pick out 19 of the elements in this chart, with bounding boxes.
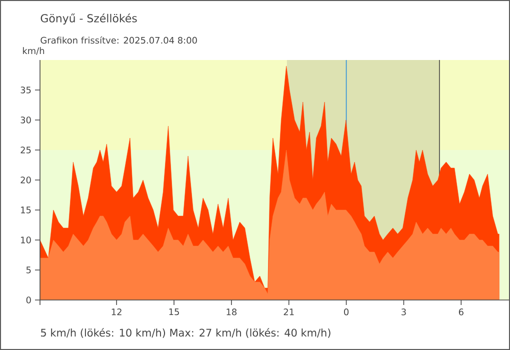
x-tick-label: 0 (344, 308, 349, 316)
y-tick-label: 30 (20, 116, 31, 124)
y-tick-label: 25 (20, 146, 31, 154)
chart-title: Gönyű - Széllökés (40, 13, 137, 25)
x-tick-label: 21 (284, 308, 294, 316)
y-axis-title: km/h (22, 47, 44, 55)
y-tick-label: 0 (26, 296, 31, 304)
y-tick-label: 15 (21, 206, 31, 214)
x-tick-label: 18 (226, 308, 237, 316)
x-tick-label: 12 (112, 308, 122, 316)
chart-subtitle: Grafikon frissítve: 2025.07.04 8:00 (40, 36, 197, 44)
text: 5 km/h (lökés: 10 km/h) Max: 27 km/h (lökés: 40 km/h) (41, 328, 330, 338)
y-tick-label: 20 (20, 176, 31, 184)
y-tick-label: 5 (26, 266, 31, 274)
x-tick-label: 6 (458, 308, 464, 316)
x-tick-label: 3 (402, 308, 406, 316)
y-tick-label: 35 (20, 86, 31, 94)
y-tick-label: 10 (21, 236, 31, 244)
x-tick-label: 15 (169, 308, 179, 316)
